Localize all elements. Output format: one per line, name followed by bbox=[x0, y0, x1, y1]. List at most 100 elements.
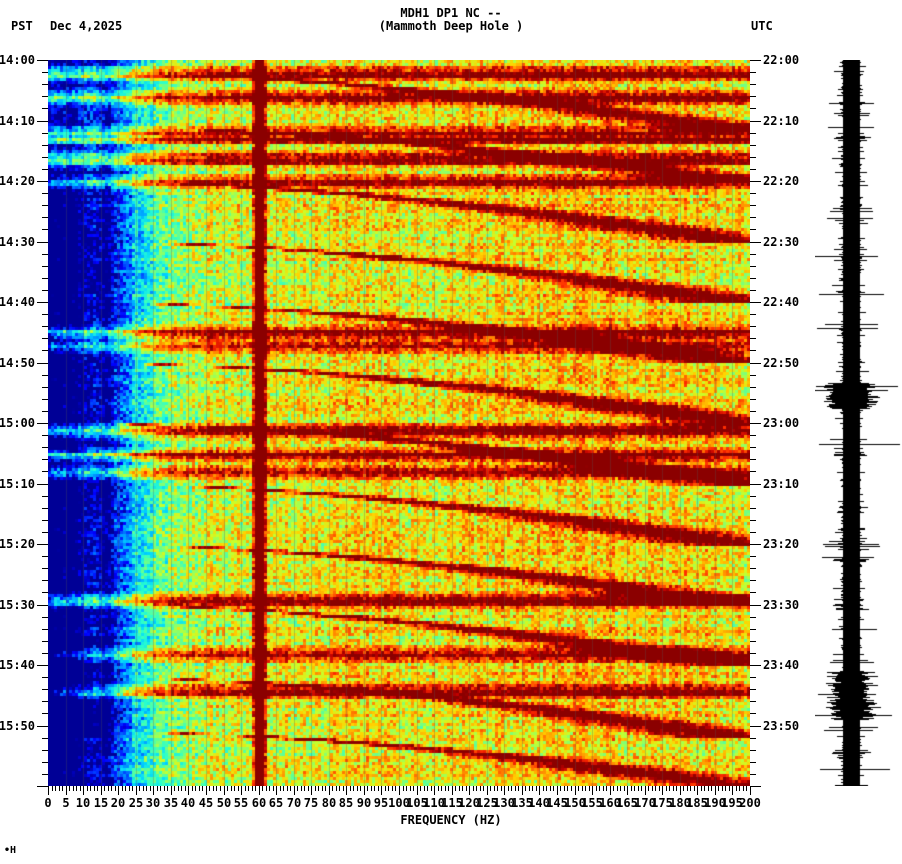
axis-tick-minor bbox=[750, 762, 756, 763]
freq-tick-minor bbox=[494, 786, 495, 791]
spectrogram-canvas bbox=[48, 60, 750, 786]
freq-label: 115 bbox=[441, 796, 463, 810]
freq-tick-minor bbox=[501, 786, 502, 791]
axis-tick-minor bbox=[42, 133, 48, 134]
freq-tick-major bbox=[259, 786, 260, 795]
freq-tick-minor bbox=[132, 786, 133, 791]
freq-tick-minor bbox=[287, 786, 288, 791]
freq-tick-minor bbox=[378, 786, 379, 791]
freq-tick-major bbox=[610, 786, 611, 795]
axis-tick-minor bbox=[42, 290, 48, 291]
freq-label: 155 bbox=[581, 796, 603, 810]
freq-tick-minor bbox=[532, 786, 533, 791]
freq-tick-minor bbox=[466, 786, 467, 791]
axis-tick-minor bbox=[42, 774, 48, 775]
freq-tick-minor bbox=[589, 786, 590, 791]
freq-label: 15 bbox=[93, 796, 109, 810]
time-label-pst: 14:10 bbox=[0, 114, 35, 128]
freq-label: 160 bbox=[599, 796, 621, 810]
spectrogram-plot[interactable] bbox=[48, 60, 750, 786]
axis-tick-minor bbox=[42, 713, 48, 714]
freq-tick-minor bbox=[424, 786, 425, 791]
axis-tick-minor bbox=[750, 193, 756, 194]
axis-tick-minor bbox=[42, 375, 48, 376]
freq-tick-minor bbox=[620, 786, 621, 791]
freq-label: 35 bbox=[163, 796, 179, 810]
freq-label: 130 bbox=[493, 796, 515, 810]
axis-tick-major bbox=[37, 605, 48, 606]
freq-label: 75 bbox=[303, 796, 319, 810]
axis-tick-major bbox=[750, 786, 761, 787]
freq-tick-minor bbox=[174, 786, 175, 791]
freq-tick-minor bbox=[571, 786, 572, 791]
freq-tick-minor bbox=[438, 786, 439, 791]
freq-tick-minor bbox=[634, 786, 635, 791]
axis-tick-minor bbox=[42, 738, 48, 739]
axis-tick-major bbox=[37, 242, 48, 243]
axis-tick-minor bbox=[42, 496, 48, 497]
freq-tick-major bbox=[539, 786, 540, 795]
axis-tick-major bbox=[37, 786, 48, 787]
freq-label: 20 bbox=[110, 796, 126, 810]
freq-tick-minor bbox=[564, 786, 565, 791]
freq-tick-major bbox=[732, 786, 733, 795]
axis-tick-major bbox=[750, 605, 761, 606]
freq-tick-minor bbox=[441, 786, 442, 791]
time-label-pst: 14:00 bbox=[0, 53, 35, 67]
freq-tick-minor bbox=[690, 786, 691, 791]
station-code-title: MDH1 DP1 NC -- bbox=[400, 6, 502, 20]
freq-label: 120 bbox=[458, 796, 480, 810]
freq-tick-minor bbox=[304, 786, 305, 791]
axis-tick-minor bbox=[42, 229, 48, 230]
freq-tick-major bbox=[662, 786, 663, 795]
freq-tick-minor bbox=[617, 786, 618, 791]
axis-tick-minor bbox=[42, 459, 48, 460]
axis-tick-major bbox=[37, 302, 48, 303]
freq-tick-minor bbox=[388, 786, 389, 791]
axis-tick-minor bbox=[42, 762, 48, 763]
axis-tick-minor bbox=[42, 568, 48, 569]
freq-tick-minor bbox=[192, 786, 193, 791]
freq-tick-minor bbox=[150, 786, 151, 791]
freq-tick-minor bbox=[97, 786, 98, 791]
freq-tick-major bbox=[364, 786, 365, 795]
freq-tick-minor bbox=[652, 786, 653, 791]
axis-tick-minor bbox=[750, 96, 756, 97]
time-label-utc: 22:50 bbox=[763, 356, 800, 370]
axis-tick-minor bbox=[42, 411, 48, 412]
time-label-pst: 14:30 bbox=[0, 235, 35, 249]
freq-tick-major bbox=[294, 786, 295, 795]
freq-label: 110 bbox=[423, 796, 445, 810]
axis-tick-minor bbox=[42, 508, 48, 509]
axis-tick-minor bbox=[750, 338, 756, 339]
axis-tick-major bbox=[750, 423, 761, 424]
freq-tick-major bbox=[171, 786, 172, 795]
freq-tick-minor bbox=[606, 786, 607, 791]
axis-tick-minor bbox=[750, 387, 756, 388]
freq-label: 5 bbox=[62, 796, 70, 810]
freq-label: 90 bbox=[356, 796, 372, 810]
axis-tick-major bbox=[37, 363, 48, 364]
freq-tick-minor bbox=[111, 786, 112, 791]
axis-tick-major bbox=[37, 726, 48, 727]
freq-tick-major bbox=[417, 786, 418, 795]
freq-tick-minor bbox=[55, 786, 56, 791]
time-label-pst: 14:20 bbox=[0, 174, 35, 188]
freq-tick-minor bbox=[69, 786, 70, 791]
freq-tick-minor bbox=[80, 786, 81, 791]
freq-tick-minor bbox=[431, 786, 432, 791]
freq-tick-minor bbox=[603, 786, 604, 791]
freq-label: 145 bbox=[546, 796, 568, 810]
freq-tick-minor bbox=[62, 786, 63, 791]
axis-tick-minor bbox=[750, 169, 756, 170]
freq-tick-minor bbox=[536, 786, 537, 791]
axis-tick-minor bbox=[42, 108, 48, 109]
freq-tick-minor bbox=[160, 786, 161, 791]
axis-tick-minor bbox=[42, 653, 48, 654]
freq-tick-minor bbox=[655, 786, 656, 791]
freq-tick-minor bbox=[90, 786, 91, 791]
freq-tick-minor bbox=[708, 786, 709, 791]
freq-tick-minor bbox=[413, 786, 414, 791]
axis-tick-minor bbox=[42, 677, 48, 678]
freq-tick-minor bbox=[638, 786, 639, 791]
